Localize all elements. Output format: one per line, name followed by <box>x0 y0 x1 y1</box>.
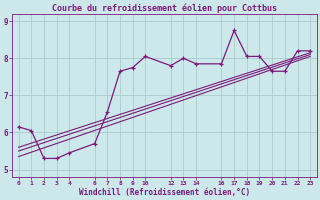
X-axis label: Windchill (Refroidissement éolien,°C): Windchill (Refroidissement éolien,°C) <box>79 188 250 197</box>
Title: Courbe du refroidissement éolien pour Cottbus: Courbe du refroidissement éolien pour Co… <box>52 3 277 13</box>
